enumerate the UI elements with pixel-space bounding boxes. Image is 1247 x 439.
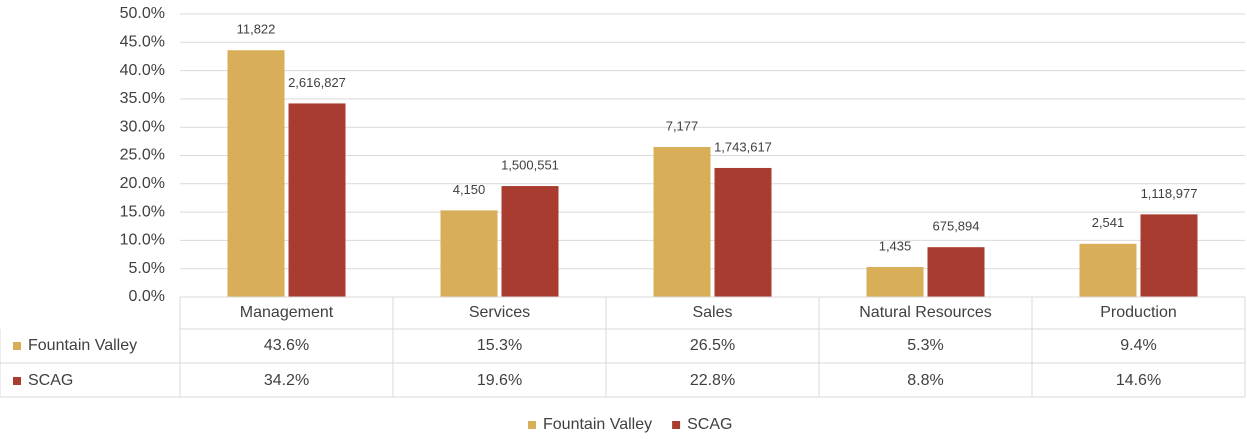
y-tick-label: 25.0% [120,147,165,164]
table-cell: 26.5% [690,337,735,354]
table-cell: 8.8% [907,372,943,389]
x-tick-label: Sales [692,304,732,321]
bar [653,147,711,297]
legend-key [672,421,681,429]
table-cell: 9.4% [1120,337,1156,354]
table-row-label: Fountain Valley [28,337,137,354]
data-label: 675,894 [933,219,980,234]
y-tick-label: 45.0% [120,34,165,51]
data-label: 7,177 [666,118,699,133]
bar [1140,214,1198,297]
x-tick-label: Production [1100,304,1177,321]
y-tick-label: 30.0% [120,118,165,135]
table-row-label: SCAG [28,372,73,389]
bar [440,210,498,297]
table-cell: 34.2% [264,372,309,389]
y-tick-label: 10.0% [120,232,165,249]
legend-label: SCAG [687,416,732,433]
data-label: 2,541 [1092,215,1125,230]
y-tick-label: 5.0% [129,260,165,277]
legend-label: Fountain Valley [543,416,652,433]
y-tick-label: 15.0% [120,203,165,220]
legend-key [528,421,536,429]
bar [288,103,346,297]
table-cell: 5.3% [907,337,943,354]
table-cell: 19.6% [477,372,522,389]
x-tick-label: Services [469,304,530,321]
bar [927,247,985,297]
data-label: 1,118,977 [1141,186,1198,201]
x-tick-label: Management [240,304,334,321]
data-label: 4,150 [453,182,486,197]
legend-key [13,377,21,385]
table-cell: 22.8% [690,372,735,389]
y-tick-label: 35.0% [120,90,165,107]
table-cell: 43.6% [264,337,309,354]
data-label: 2,616,827 [288,75,346,90]
legend-key [13,342,21,350]
y-tick-label: 20.0% [120,175,165,192]
bar [1079,243,1137,297]
data-label: 11,822 [237,22,276,37]
data-label: 1,435 [879,238,912,253]
bar [227,50,285,297]
x-tick-label: Natural Resources [859,304,992,321]
table-cell: 15.3% [477,337,522,354]
table-cell: 14.6% [1116,372,1161,389]
data-label: 1,500,551 [501,158,559,173]
bar [501,186,559,297]
data-label: 1,743,617 [714,139,772,154]
y-tick-label: 50.0% [120,5,165,22]
bar [866,267,924,297]
y-tick-label: 40.0% [120,62,165,79]
y-tick-label: 0.0% [129,288,165,305]
bar [714,167,772,297]
